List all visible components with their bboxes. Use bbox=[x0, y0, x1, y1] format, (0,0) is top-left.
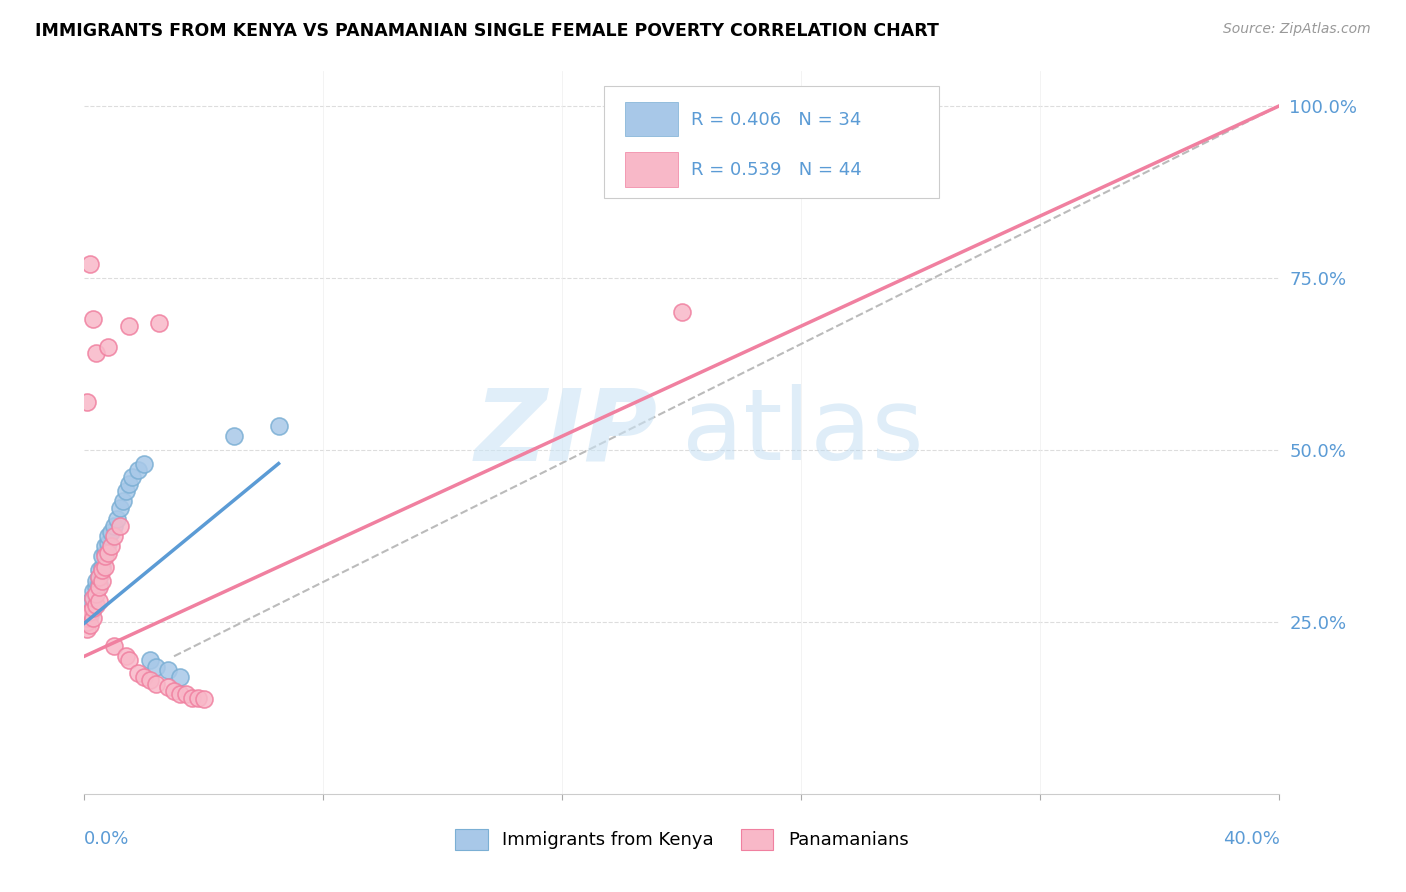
Text: IMMIGRANTS FROM KENYA VS PANAMANIAN SINGLE FEMALE POVERTY CORRELATION CHART: IMMIGRANTS FROM KENYA VS PANAMANIAN SING… bbox=[35, 22, 939, 40]
Point bbox=[86, 598, 108, 612]
Point bbox=[193, 692, 215, 706]
Point bbox=[76, 611, 98, 625]
Point bbox=[76, 615, 98, 629]
Point bbox=[139, 673, 162, 688]
Point bbox=[76, 394, 98, 409]
Point bbox=[76, 611, 98, 625]
Point bbox=[79, 607, 101, 622]
Point bbox=[94, 546, 117, 560]
Point bbox=[94, 539, 117, 553]
Point bbox=[103, 518, 125, 533]
Point bbox=[110, 501, 132, 516]
Text: 40.0%: 40.0% bbox=[1223, 830, 1279, 848]
Point bbox=[89, 577, 111, 591]
Point bbox=[132, 457, 156, 471]
Point bbox=[115, 649, 138, 664]
Point bbox=[76, 622, 98, 636]
Text: 0.0%: 0.0% bbox=[84, 830, 129, 848]
Point bbox=[103, 529, 125, 543]
Point bbox=[94, 549, 117, 564]
Point bbox=[112, 494, 135, 508]
Point bbox=[103, 639, 125, 653]
Point bbox=[89, 570, 111, 584]
Point bbox=[82, 601, 104, 615]
Point bbox=[139, 653, 162, 667]
Text: atlas: atlas bbox=[682, 384, 924, 481]
Point bbox=[82, 591, 104, 605]
Point bbox=[110, 518, 132, 533]
Point bbox=[169, 670, 191, 684]
Point bbox=[82, 583, 104, 598]
Text: Source: ZipAtlas.com: Source: ZipAtlas.com bbox=[1223, 22, 1371, 37]
Point bbox=[145, 659, 167, 673]
Point bbox=[118, 477, 141, 491]
Point bbox=[118, 318, 141, 333]
Point bbox=[100, 525, 122, 540]
Point bbox=[89, 563, 111, 577]
Point bbox=[79, 618, 101, 632]
Point bbox=[79, 598, 101, 612]
Point bbox=[97, 546, 120, 560]
Point bbox=[174, 687, 197, 701]
Point bbox=[671, 305, 693, 319]
Point bbox=[127, 463, 149, 477]
Point bbox=[148, 316, 170, 330]
Point bbox=[86, 346, 108, 360]
Point bbox=[82, 312, 104, 326]
Point bbox=[187, 690, 209, 705]
Point bbox=[157, 680, 180, 694]
Point bbox=[163, 683, 186, 698]
Point bbox=[145, 677, 167, 691]
Point bbox=[82, 611, 104, 625]
Point bbox=[79, 605, 101, 619]
Point bbox=[169, 687, 191, 701]
Point bbox=[82, 591, 104, 605]
Point bbox=[97, 535, 120, 549]
Text: R = 0.406   N = 34: R = 0.406 N = 34 bbox=[692, 111, 862, 128]
Point bbox=[86, 581, 108, 595]
Point bbox=[115, 484, 138, 499]
Point bbox=[91, 574, 114, 588]
FancyBboxPatch shape bbox=[605, 86, 939, 198]
Point bbox=[118, 653, 141, 667]
Text: R = 0.539   N = 44: R = 0.539 N = 44 bbox=[692, 161, 862, 178]
Point bbox=[222, 429, 245, 443]
Point bbox=[105, 511, 128, 525]
Point bbox=[181, 690, 204, 705]
Point bbox=[100, 539, 122, 553]
Point bbox=[86, 587, 108, 601]
Point bbox=[89, 570, 111, 584]
Point bbox=[89, 594, 111, 608]
Point bbox=[86, 574, 108, 588]
Point bbox=[79, 594, 101, 608]
Point bbox=[132, 670, 156, 684]
Legend: Immigrants from Kenya, Panamanians: Immigrants from Kenya, Panamanians bbox=[449, 822, 915, 857]
Point bbox=[91, 549, 114, 564]
FancyBboxPatch shape bbox=[624, 102, 678, 136]
Point bbox=[91, 563, 114, 577]
Point bbox=[97, 529, 120, 543]
Point bbox=[91, 559, 114, 574]
Point bbox=[121, 470, 143, 484]
Point bbox=[79, 257, 101, 271]
Point bbox=[97, 340, 120, 354]
Point bbox=[157, 663, 180, 677]
Text: ZIP: ZIP bbox=[475, 384, 658, 481]
Point bbox=[94, 559, 117, 574]
Point bbox=[267, 418, 290, 433]
Point bbox=[82, 601, 104, 615]
FancyBboxPatch shape bbox=[624, 153, 678, 187]
Point bbox=[127, 666, 149, 681]
Point bbox=[89, 581, 111, 595]
